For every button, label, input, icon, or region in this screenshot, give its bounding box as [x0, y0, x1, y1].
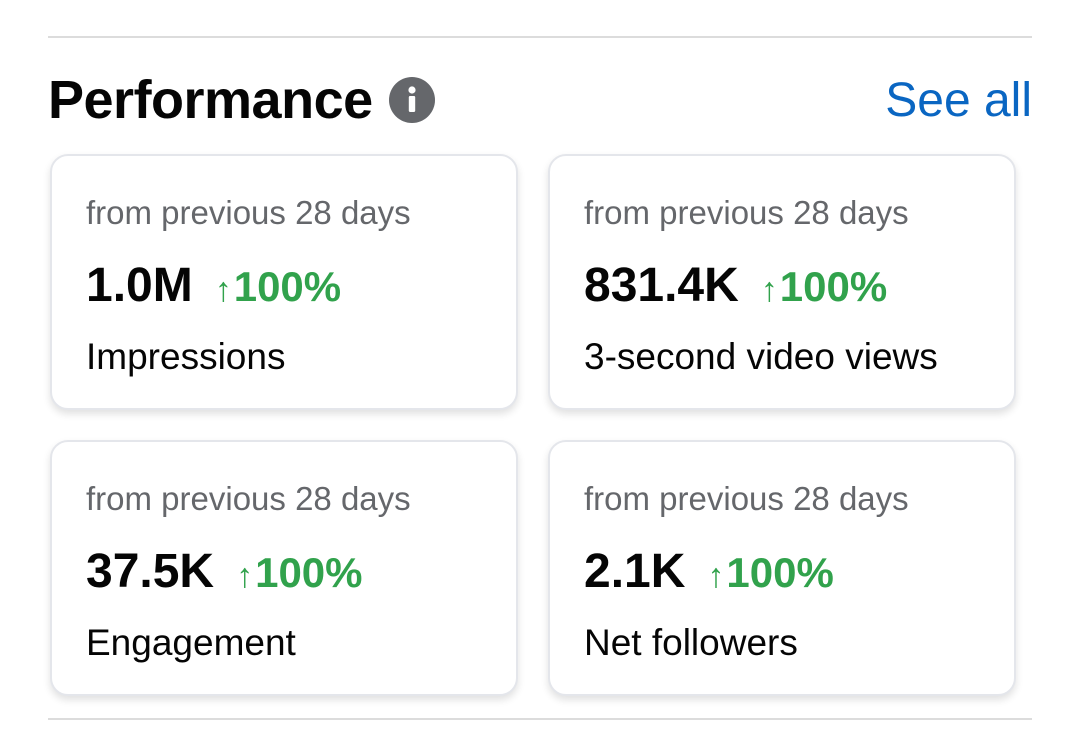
- metric-card-net-followers[interactable]: from previous 28 days 2.1K ↑ 100% Net fo…: [548, 440, 1016, 696]
- metric-value: 831.4K: [584, 259, 739, 312]
- info-icon-glyph: [408, 86, 416, 112]
- see-all-link[interactable]: See all: [885, 73, 1032, 127]
- metric-label: Engagement: [86, 622, 296, 663]
- title-group: Performance: [48, 69, 435, 131]
- period-label: from previous 28 days: [584, 480, 909, 517]
- bottom-divider: [48, 718, 1032, 720]
- section-title: Performance: [48, 70, 373, 130]
- arrow-up-icon: ↑: [707, 557, 725, 595]
- metric-card-impressions[interactable]: from previous 28 days 1.0M ↑ 100% Impres…: [50, 154, 518, 410]
- metric-label: Impressions: [86, 336, 286, 377]
- metric-value: 2.1K: [584, 545, 686, 598]
- delta-badge: ↑ 100%: [707, 549, 833, 597]
- metric-card-video-views[interactable]: from previous 28 days 831.4K ↑ 100% 3-se…: [548, 154, 1016, 410]
- period-label: from previous 28 days: [86, 194, 411, 231]
- delta-value: 100%: [233, 263, 342, 310]
- performance-header: Performance See all: [48, 62, 1032, 138]
- metric-value: 37.5K: [86, 545, 215, 598]
- metric-value: 1.0M: [86, 259, 193, 312]
- delta-badge: ↑ 100%: [236, 549, 362, 597]
- value-row: 2.1K ↑ 100%: [584, 544, 834, 599]
- period-label: from previous 28 days: [86, 480, 411, 517]
- metric-label: 3-second video views: [584, 336, 938, 377]
- info-icon[interactable]: [388, 77, 435, 123]
- metric-card-engagement[interactable]: from previous 28 days 37.5K ↑ 100% Engag…: [50, 440, 518, 696]
- delta-value: 100%: [779, 263, 888, 310]
- arrow-up-icon: ↑: [214, 271, 232, 309]
- arrow-up-icon: ↑: [760, 271, 778, 309]
- period-label: from previous 28 days: [584, 194, 909, 231]
- delta-value: 100%: [255, 549, 363, 596]
- value-row: 1.0M ↑ 100%: [86, 258, 341, 313]
- arrow-up-icon: ↑: [236, 557, 254, 595]
- top-divider: [48, 36, 1032, 38]
- metric-label: Net followers: [584, 622, 798, 663]
- value-row: 831.4K ↑ 100%: [584, 258, 887, 313]
- delta-value: 100%: [726, 549, 834, 596]
- value-row: 37.5K ↑ 100%: [86, 544, 363, 599]
- delta-badge: ↑ 100%: [761, 263, 887, 311]
- delta-badge: ↑ 100%: [215, 263, 341, 311]
